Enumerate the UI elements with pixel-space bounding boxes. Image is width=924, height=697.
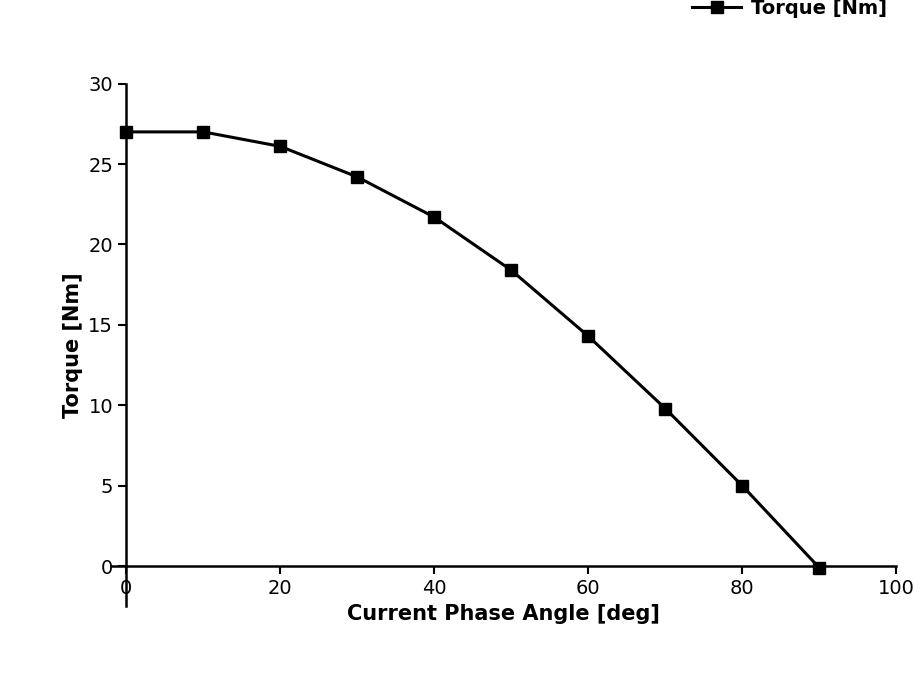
Torque [Nm] [121,128,132,136]
Torque [Nm] [583,332,594,340]
Y-axis label: Torque [Nm]: Torque [Nm] [63,273,82,418]
Torque [Nm] [660,404,671,413]
Torque [Nm] [505,266,517,275]
Torque [Nm] [429,213,440,222]
Legend: Torque [Nm]: Torque [Nm] [692,0,886,18]
Line: Torque [Nm]: Torque [Nm] [120,125,825,574]
Torque [Nm] [814,564,825,572]
Torque [Nm] [736,482,748,490]
Torque [Nm] [274,142,286,151]
Torque [Nm] [352,173,363,181]
Torque [Nm] [198,128,209,136]
X-axis label: Current Phase Angle [deg]: Current Phase Angle [deg] [347,604,660,624]
